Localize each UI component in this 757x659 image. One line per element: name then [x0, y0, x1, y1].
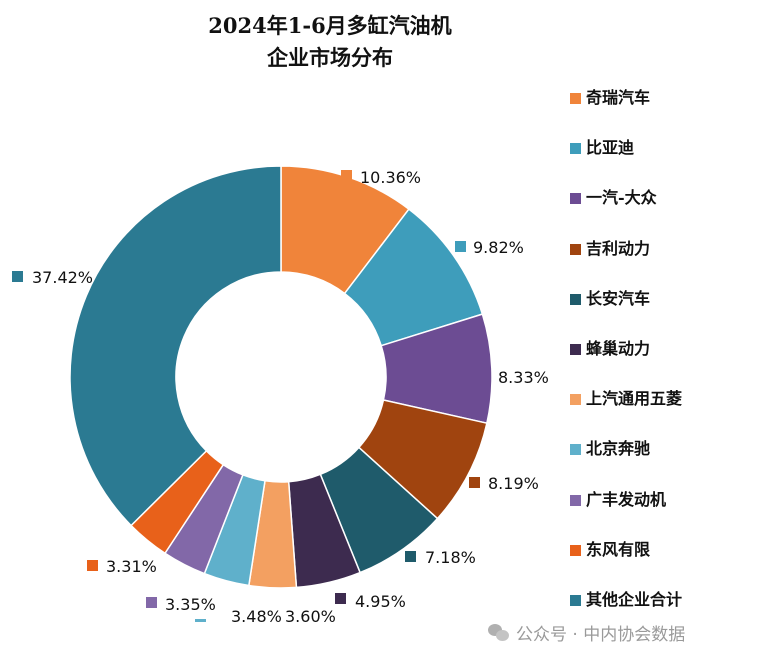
legend-swatch — [570, 193, 581, 205]
legend-label: 奇瑞汽车 — [586, 88, 651, 107]
legend-label: 一汽-大众 — [586, 188, 657, 208]
legend-item: 奇瑞汽车 — [570, 87, 682, 137]
legend-item: 蜂巢动力 — [570, 338, 682, 388]
data-label-marker — [12, 271, 23, 282]
legend: 奇瑞汽车比亚迪一汽-大众吉利动力长安汽车蜂巢动力上汽通用五菱 北京奔驰广丰发动机东… — [570, 87, 682, 639]
legend-label: 北京奔驰 — [586, 439, 651, 459]
data-label-marker — [195, 619, 206, 622]
data-label-marker — [455, 241, 466, 252]
chart-title: 2024年1-6月多缸汽油机 企业市场分布 — [170, 10, 490, 74]
legend-item: 长安汽车 — [570, 288, 682, 338]
chart-title-line-2: 企业市场分布 — [267, 45, 393, 70]
watermark: 公众号 · 中内协会数据 — [488, 620, 685, 645]
legend-swatch — [570, 394, 581, 406]
data-label: 4.95% — [355, 592, 406, 611]
legend-swatch — [570, 544, 581, 556]
legend-label: 广丰发动机 — [586, 489, 667, 509]
data-label: 9.82% — [473, 238, 524, 257]
data-label-marker — [341, 170, 352, 181]
legend-label: 长安汽车 — [586, 288, 651, 308]
legend-swatch — [570, 143, 581, 155]
legend-item: 北京奔驰 — [570, 438, 682, 488]
legend-swatch — [570, 343, 581, 355]
watermark-text: 公众号 · 中内协会数据 — [516, 625, 686, 645]
data-label: 7.18% — [425, 548, 476, 567]
legend-item: 广丰发动机 — [570, 489, 682, 539]
legend-label: 其他企业合计 — [586, 589, 683, 609]
legend-item: 吉利动力 — [570, 238, 682, 288]
legend-item: 一汽-大众 — [570, 187, 682, 237]
legend-label: 上汽通用五菱 — [586, 389, 683, 409]
data-label: 37.42% — [32, 268, 93, 287]
legend-swatch — [570, 243, 581, 255]
data-label-marker — [335, 593, 346, 604]
legend-label: 比亚迪 — [586, 138, 635, 158]
legend-swatch — [570, 594, 581, 606]
legend-label: 东风有限 — [586, 539, 651, 559]
data-label: 3.48% — [231, 607, 282, 626]
donut-slice-11 — [69, 165, 282, 527]
legend-label: 蜂巢动力 — [586, 338, 651, 358]
data-label: 3.60% — [285, 607, 336, 626]
legend-swatch — [570, 293, 581, 305]
legend-item: 上汽通用五菱 — [570, 388, 682, 438]
chart-title-line-1: 2024年1-6月多缸汽油机 — [208, 13, 452, 38]
data-label: 8.19% — [488, 474, 539, 493]
legend-swatch — [570, 444, 581, 456]
data-label-marker — [469, 477, 480, 488]
data-label: 3.35% — [165, 595, 216, 614]
data-label-marker — [405, 551, 416, 562]
legend-label: 吉利动力 — [586, 238, 651, 258]
data-label: 8.33% — [498, 368, 549, 387]
legend-swatch — [570, 494, 581, 506]
data-label: 10.36% — [360, 168, 421, 187]
data-label-marker — [87, 560, 98, 571]
wechat-icon — [488, 623, 510, 642]
legend-item: 东风有限 — [570, 539, 682, 589]
data-label-marker — [146, 597, 157, 608]
legend-swatch — [570, 93, 581, 104]
legend-item: 比亚迪 — [570, 137, 682, 187]
data-label: 3.31% — [106, 557, 157, 576]
legend-item: 其他企业合计 — [570, 589, 682, 639]
